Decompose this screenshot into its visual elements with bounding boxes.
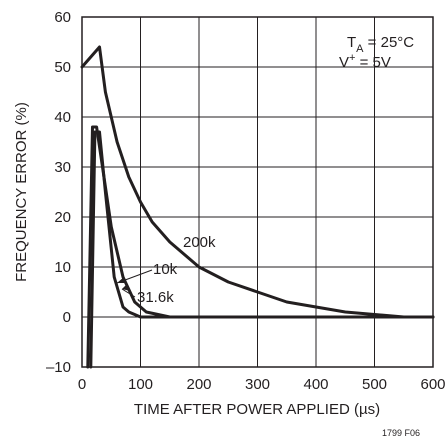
x-tick-label: 0 xyxy=(78,376,86,393)
y-tick-label: –10 xyxy=(46,359,71,376)
y-tick-label: 10 xyxy=(54,259,71,276)
y-tick-label: 40 xyxy=(54,109,71,126)
x-tick-label: 600 xyxy=(420,376,445,393)
ambient-temperature-label: TA = 25°C xyxy=(347,34,414,55)
figure-id: 1799 F06 xyxy=(382,428,420,438)
y-axis-title: FREQUENCY ERROR (%) xyxy=(13,102,30,282)
series-line-10k xyxy=(89,130,435,369)
arrowhead-10k xyxy=(117,277,126,283)
series-line-31-6k xyxy=(86,125,435,369)
series-label-10k: 10k xyxy=(153,261,178,278)
x-axis-title: TIME AFTER POWER APPLIED (µs) xyxy=(134,401,380,418)
y-tick-label: 30 xyxy=(54,159,71,176)
series-label-31k: 31.6k xyxy=(137,289,174,306)
leader-31k xyxy=(121,288,136,298)
x-tick-label: 200 xyxy=(186,376,211,393)
plot-frame xyxy=(81,16,434,368)
y-tick-label: 0 xyxy=(63,309,71,326)
x-tick-label: 300 xyxy=(245,376,270,393)
y-tick-label: 50 xyxy=(54,59,71,76)
series-label-200k: 200k xyxy=(183,234,216,251)
y-axis-ticks: –10 0 10 20 30 40 50 60 xyxy=(46,9,71,376)
series-group xyxy=(80,45,435,369)
y-tick-label: 60 xyxy=(54,9,71,26)
series-line-200k xyxy=(80,45,435,319)
supply-voltage-label: V+ = 5V xyxy=(339,52,391,71)
y-tick-label: 20 xyxy=(54,209,71,226)
x-axis-ticks: 0 100 200 300 400 500 600 xyxy=(78,376,446,393)
x-tick-label: 500 xyxy=(362,376,387,393)
arrowhead-31k xyxy=(122,284,130,291)
x-tick-label: 100 xyxy=(128,376,153,393)
x-tick-label: 400 xyxy=(303,376,328,393)
